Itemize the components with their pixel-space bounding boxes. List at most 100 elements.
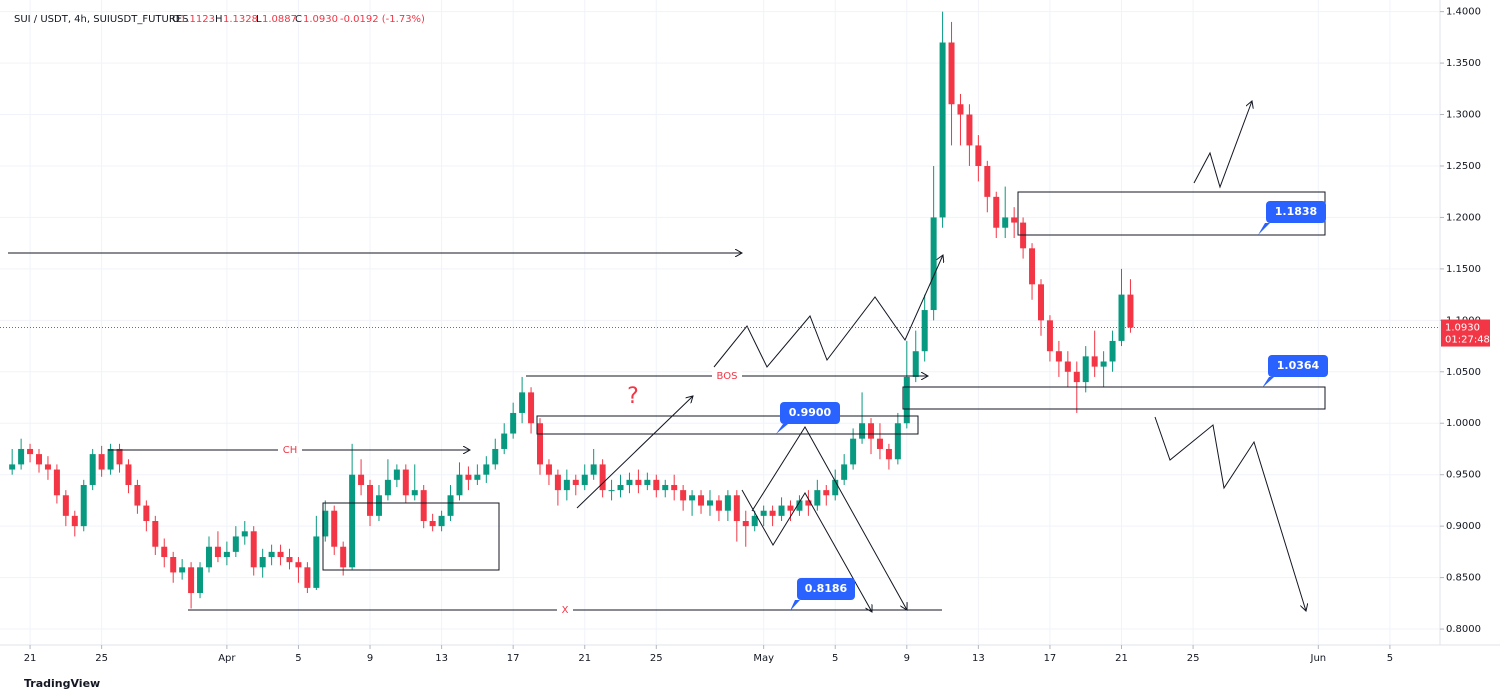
candle-body	[1118, 294, 1125, 341]
candle-body	[1002, 217, 1009, 228]
x-tick-label: 25	[650, 653, 663, 664]
candle-body	[1109, 340, 1116, 362]
candle-body	[474, 474, 481, 480]
x-tick-label: 17	[1044, 653, 1057, 664]
callout	[1266, 201, 1326, 223]
candle-body	[429, 521, 436, 527]
x-tick-label: 13	[972, 653, 985, 664]
y-tick-label: 1.1500	[1446, 264, 1481, 275]
y-tick-label: 1.3500	[1446, 58, 1481, 69]
label-bg	[557, 603, 573, 617]
ch-label: CH	[283, 445, 298, 456]
candle-body	[53, 469, 60, 496]
box	[322, 502, 500, 571]
candle-body	[358, 474, 365, 485]
candle-body	[662, 484, 669, 491]
candle-body	[787, 505, 794, 511]
candle-body	[689, 495, 696, 501]
candle-body	[1046, 320, 1053, 352]
l-value: 1.0887	[262, 14, 297, 25]
x-tick-label: 21	[24, 653, 37, 664]
candle-body	[635, 479, 642, 485]
candle-body	[966, 114, 973, 146]
candles	[9, 11, 1134, 609]
candle-body	[393, 469, 400, 480]
candle-body	[957, 104, 964, 115]
candle-body	[894, 423, 901, 460]
symbol-title: SUI / USDT, 4h, SUIUSDT_FUTURES	[14, 14, 188, 25]
x-tick-label: 5	[295, 653, 301, 664]
x-tick-label: 25	[95, 653, 108, 664]
candle-body	[375, 495, 382, 516]
x-tick-label: 17	[507, 653, 520, 664]
candle-body	[814, 490, 821, 506]
candle-body	[71, 515, 78, 527]
candle-body	[1127, 294, 1134, 328]
candle-body	[465, 474, 472, 480]
callout-label: 0.8186	[805, 582, 848, 595]
candle-body	[510, 412, 517, 434]
candle-body	[1029, 248, 1036, 285]
candle-body	[438, 515, 445, 527]
x-tick-label: 21	[578, 653, 591, 664]
candle-body	[850, 438, 857, 465]
candle-body	[975, 145, 982, 166]
candle-body	[143, 505, 150, 522]
c-value: 1.0930	[303, 14, 338, 25]
callout-tail	[1258, 223, 1270, 235]
x-tick-label: 9	[367, 653, 373, 664]
candle-body	[796, 500, 803, 511]
candle-body	[599, 464, 606, 491]
o-value: 1.1123	[180, 14, 215, 25]
candle-body	[832, 479, 839, 496]
candle-body	[876, 438, 883, 449]
candle-body	[179, 567, 186, 573]
box	[536, 415, 919, 435]
candle-body	[277, 551, 284, 558]
candle-body	[545, 464, 552, 475]
h-value: 1.1328	[223, 14, 258, 25]
arrow	[576, 396, 693, 509]
candle-body	[447, 495, 454, 516]
h-label: H	[215, 14, 223, 25]
candle-body	[420, 490, 427, 522]
candle-body	[984, 165, 991, 197]
candle-body	[626, 479, 633, 485]
candle-body	[706, 500, 713, 506]
candle-body	[859, 423, 866, 439]
candle-body	[885, 448, 892, 460]
candle-body	[554, 474, 561, 491]
candle-body	[581, 474, 588, 485]
candle-body	[644, 479, 651, 485]
candle-body	[519, 392, 526, 413]
last-price-tag	[1441, 319, 1490, 347]
candle-body	[501, 433, 508, 449]
candle-body	[537, 423, 543, 465]
candle-body	[912, 351, 919, 377]
candle-body	[98, 454, 105, 470]
candle-body	[1037, 284, 1044, 321]
candle-body	[841, 464, 848, 480]
candle-body	[1091, 356, 1098, 367]
callout-label: 1.0364	[1277, 359, 1320, 372]
candle-body	[62, 495, 69, 516]
candle-body	[993, 196, 1000, 228]
candle-body	[715, 500, 722, 511]
y-tick-label: 1.0000	[1446, 418, 1481, 429]
candle-body	[80, 484, 87, 527]
candle-body	[528, 392, 535, 424]
candle-body	[402, 469, 409, 496]
callouts: 0.9900 0.8186 1.1838 1.0364	[776, 201, 1328, 611]
y-tick-label: 1.2000	[1446, 212, 1481, 223]
candle-body	[250, 531, 257, 568]
candle-body	[197, 567, 204, 594]
candle-body	[921, 310, 928, 352]
candle-body	[903, 376, 910, 424]
candle-body	[483, 464, 490, 475]
candle-body	[205, 546, 212, 568]
candle-body	[367, 484, 374, 516]
candle-body	[107, 448, 114, 470]
candle-body	[698, 495, 705, 506]
candle-body	[36, 454, 43, 465]
